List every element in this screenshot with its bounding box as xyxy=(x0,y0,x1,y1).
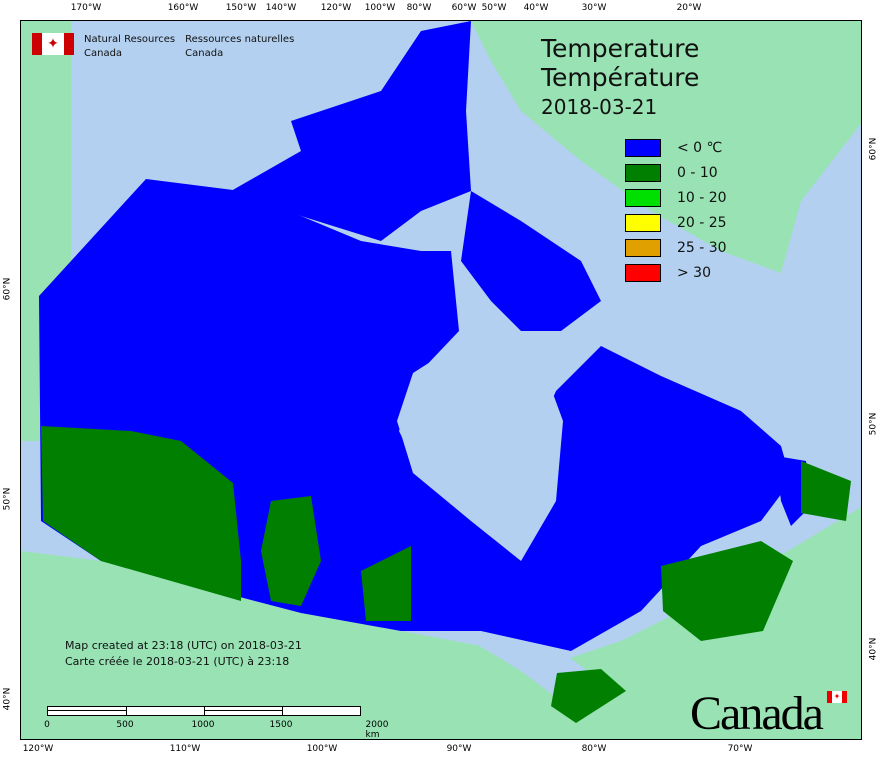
legend-item: 10 - 20 xyxy=(625,185,727,210)
legend-label: 0 - 10 xyxy=(677,164,718,181)
united-states xyxy=(21,507,861,739)
scale-bar: 0 500 1000 1500 2000 km xyxy=(44,706,388,740)
legend-swatch xyxy=(625,263,661,282)
lon-label: 50°W xyxy=(481,3,507,13)
lat-label: 50°N xyxy=(868,412,879,436)
baffin-island xyxy=(461,191,601,331)
southern-ontario xyxy=(551,669,626,723)
lon-label: 120°W xyxy=(22,744,54,754)
manitoba-patch xyxy=(361,546,411,621)
legend-swatch xyxy=(625,188,661,207)
legend-label: 20 - 25 xyxy=(677,214,727,231)
legend-label: > 30 xyxy=(677,264,711,281)
lon-label: 80°W xyxy=(406,3,432,13)
lon-label: 150°W xyxy=(225,3,257,13)
foreign-land xyxy=(21,21,861,739)
agency-fr-line1: Ressources naturelles xyxy=(185,34,295,45)
lat-label: 40°N xyxy=(868,637,879,661)
lat-label: 60°N xyxy=(868,137,879,161)
wordmark-flag-icon: ✦ xyxy=(827,691,847,703)
lon-label: 70°W xyxy=(727,744,753,754)
lon-label: 140°W xyxy=(265,3,297,13)
lat-label: 60°N xyxy=(2,277,13,301)
scale-label: 500 xyxy=(116,720,134,730)
arctic-islands xyxy=(231,21,471,241)
alaska xyxy=(21,21,71,441)
legend-label: 25 - 30 xyxy=(677,239,727,256)
created-fr: Carte créée le 2018-03-21 (UTC) à 23:18 xyxy=(65,655,290,668)
legend-label: < 0 ℃ xyxy=(677,139,723,156)
west-region xyxy=(41,426,241,601)
lon-label: 120°W xyxy=(320,3,352,13)
map-date: 2018-03-21 xyxy=(541,95,658,119)
scale-bar-graphic xyxy=(47,706,361,716)
lat-label: 40°N xyxy=(2,687,13,711)
legend-item: 0 - 10 xyxy=(625,160,727,185)
created-en: Map created at 23:18 (UTC) on 2018-03-21 xyxy=(65,639,302,652)
map-frame xyxy=(20,20,862,740)
legend-item: < 0 ℃ xyxy=(625,135,727,160)
legend-swatch xyxy=(625,163,661,182)
agency-en-line1: Natural Resources xyxy=(84,34,176,45)
legend-item: > 30 xyxy=(625,260,727,285)
hudson-bay xyxy=(397,336,563,561)
title-en: Temperature xyxy=(541,34,700,63)
scale-label: 1500 xyxy=(269,720,293,730)
lon-label: 20°W xyxy=(676,3,702,13)
canada-flag-icon: ✦ xyxy=(32,33,74,55)
lon-label: 90°W xyxy=(446,744,472,754)
prairie-patches xyxy=(261,496,321,606)
scale-label: 1000 xyxy=(191,720,215,730)
legend-swatch xyxy=(625,238,661,257)
scale-label: 2000 km xyxy=(365,720,389,740)
greenland xyxy=(471,21,861,273)
canada-wordmark: Canada xyxy=(690,687,824,740)
canada-zero-to-ten xyxy=(41,426,851,723)
lat-label: 50°N xyxy=(2,487,13,511)
map-title: Temperature Température xyxy=(541,34,699,92)
lon-label: 160°W xyxy=(167,3,199,13)
legend-label: 10 - 20 xyxy=(677,189,727,206)
temperature-map xyxy=(21,21,861,739)
legend: < 0 ℃ 0 - 10 10 - 20 20 - 25 25 - 30 > 3… xyxy=(625,135,727,285)
newfoundland-green xyxy=(801,461,851,521)
legend-item: 25 - 30 xyxy=(625,235,727,260)
agency-en-line2: Canada xyxy=(84,48,123,59)
lon-label: 60°W xyxy=(451,3,477,13)
legend-swatch xyxy=(625,213,661,232)
lon-label: 170°W xyxy=(70,3,102,13)
scale-label: 0 xyxy=(44,720,50,730)
lon-label: 100°W xyxy=(306,744,338,754)
agency-fr-line2: Canada xyxy=(185,48,224,59)
title-fr: Température xyxy=(541,63,700,92)
maritimes xyxy=(661,541,793,641)
lon-label: 110°W xyxy=(169,744,201,754)
lon-label: 40°W xyxy=(523,3,549,13)
lon-label: 100°W xyxy=(364,3,396,13)
nrcan-signature: ✦ Natural Resources Canada Ressources nat… xyxy=(32,33,294,61)
lon-label: 30°W xyxy=(581,3,607,13)
legend-swatch xyxy=(625,138,661,157)
lon-label: 80°W xyxy=(581,744,607,754)
creation-note: Map created at 23:18 (UTC) on 2018-03-21… xyxy=(65,638,302,670)
legend-item: 20 - 25 xyxy=(625,210,727,235)
